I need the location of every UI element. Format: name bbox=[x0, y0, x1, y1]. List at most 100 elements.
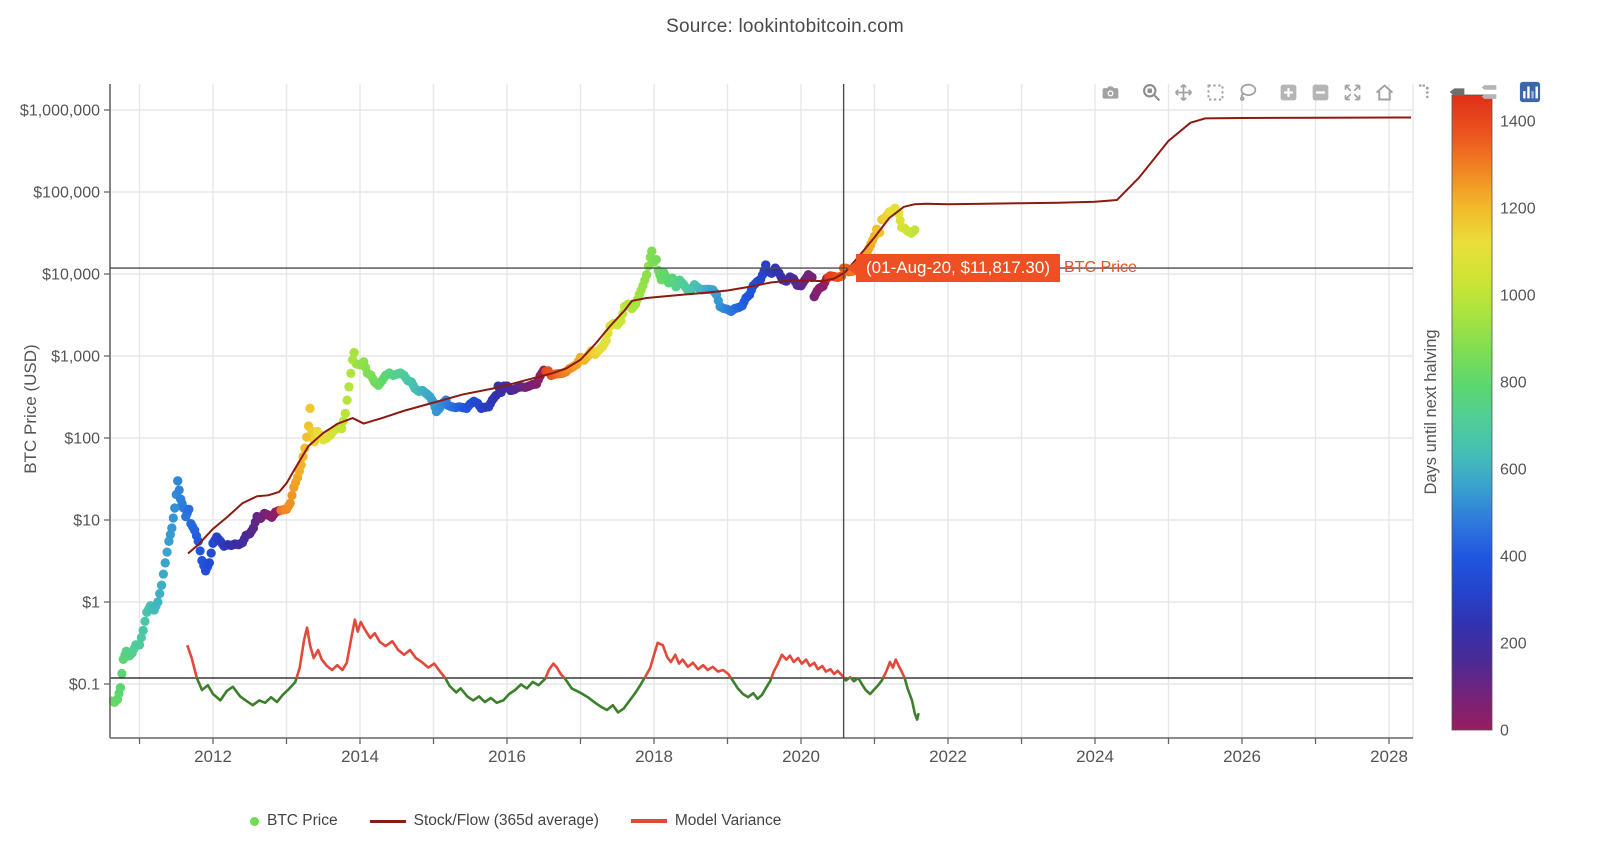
model-variance-negative bbox=[903, 677, 920, 721]
y-axis-title: BTC Price (USD) bbox=[21, 344, 40, 473]
btc-price-dot bbox=[287, 490, 297, 500]
hover-spike-lines bbox=[110, 84, 1413, 738]
btc-price-dot bbox=[174, 485, 184, 495]
pan-icon[interactable] bbox=[1171, 80, 1195, 104]
spikelines-icon[interactable] bbox=[1413, 80, 1437, 104]
plotly-logo-icon[interactable] bbox=[1518, 80, 1542, 104]
model-variance-negative bbox=[857, 677, 885, 696]
x-tick-label: 2018 bbox=[635, 747, 673, 766]
colorbar-tick-label: 1000 bbox=[1500, 288, 1536, 305]
btc-price-dot bbox=[895, 215, 905, 225]
stock-flow-line bbox=[187, 116, 1412, 555]
btc-price-dot bbox=[162, 547, 172, 557]
legend: BTC Price Stock/Flow (365d average) Mode… bbox=[250, 812, 813, 830]
legend-label: BTC Price bbox=[267, 812, 338, 829]
axes: $1,000,000 $100,000 $10,000 $1,000 $100 $10 $1… bbox=[20, 84, 1413, 766]
stock-flow-line-icon bbox=[369, 819, 406, 823]
btc-price-dot bbox=[156, 580, 167, 590]
colorbar-gradient bbox=[1451, 94, 1493, 731]
legend-label: Model Variance bbox=[674, 812, 782, 829]
legend-label: Stock/Flow (365d average) bbox=[413, 812, 599, 829]
btc-price-dot bbox=[158, 569, 168, 579]
btc-price-dot bbox=[647, 246, 657, 256]
btc-price-dot bbox=[117, 668, 127, 679]
y-tick-label: $100 bbox=[64, 431, 100, 448]
btc-price-dot bbox=[173, 476, 183, 486]
btc-price-dot bbox=[302, 432, 312, 442]
model-variance-line-icon bbox=[630, 819, 667, 823]
y-tick-label: $10,000 bbox=[42, 267, 100, 284]
autoscale-icon[interactable] bbox=[1340, 80, 1364, 104]
camera-icon[interactable] bbox=[1098, 80, 1122, 104]
btc-price-dot bbox=[337, 424, 347, 434]
tooltip-arrow bbox=[847, 261, 856, 275]
btc-price-dot bbox=[344, 382, 354, 392]
y-tick-label: $100,000 bbox=[33, 185, 100, 202]
legend-item-stock-flow[interactable]: Stock/Flow (365d average) bbox=[369, 812, 599, 830]
modebar bbox=[1094, 80, 1546, 104]
gridlines bbox=[110, 84, 1414, 738]
y-tick-label: $10 bbox=[73, 513, 100, 530]
model-variance-positive bbox=[295, 618, 447, 679]
colorbar-tick-label: 1200 bbox=[1500, 201, 1536, 218]
x-tick-label: 2012 bbox=[194, 747, 232, 766]
hover-compare-icon[interactable] bbox=[1477, 80, 1501, 104]
btc-price-dot bbox=[115, 683, 125, 693]
colorbar: 1400 1200 1000 800 600 400 200 0 bbox=[1451, 94, 1536, 740]
btc-price-dot bbox=[642, 270, 652, 280]
btc-price-dot bbox=[346, 368, 356, 378]
colorbar-title: Days until next halving bbox=[1422, 329, 1440, 494]
legend-item-model-variance[interactable]: Model Variance bbox=[630, 812, 782, 830]
hover-closest-icon[interactable] bbox=[1445, 80, 1469, 104]
btc-price-dot bbox=[651, 254, 661, 265]
btc-price-dot bbox=[305, 403, 315, 413]
btc-price-dot bbox=[195, 546, 205, 556]
btc-price-dot bbox=[894, 208, 904, 218]
y-tick-label: $1,000,000 bbox=[20, 103, 100, 120]
legend-item-btc-price[interactable]: BTC Price bbox=[250, 812, 338, 830]
y-tick-label: $1,000 bbox=[51, 349, 100, 366]
colorbar-tick-label: 200 bbox=[1500, 636, 1527, 653]
model-variance-negative bbox=[563, 677, 646, 714]
btc-price-dot bbox=[134, 640, 145, 650]
zoom-icon[interactable] bbox=[1139, 80, 1163, 104]
btc-price-dot bbox=[910, 225, 920, 235]
model-variance-positive bbox=[544, 662, 566, 679]
btc-price-dot bbox=[155, 589, 165, 599]
btc-price-dot bbox=[807, 272, 817, 282]
btc-price-dot bbox=[285, 498, 295, 508]
btc-price-dot bbox=[206, 548, 216, 558]
lasso-icon[interactable] bbox=[1235, 80, 1259, 104]
x-tick-label: 2026 bbox=[1223, 747, 1261, 766]
btc-price-dot bbox=[136, 633, 146, 643]
x-tick-label: 2022 bbox=[929, 747, 967, 766]
model-variance-positive bbox=[770, 653, 846, 679]
btc-price-dot bbox=[300, 443, 310, 453]
model-variance-negative bbox=[195, 677, 298, 707]
model-variance-negative bbox=[850, 676, 860, 683]
x-tick-label: 2020 bbox=[782, 747, 820, 766]
tooltip-text: (01-Aug-20, $11,817.30) bbox=[866, 258, 1050, 277]
x-tick-label: 2028 bbox=[1370, 747, 1408, 766]
model-variance-negative bbox=[444, 677, 547, 705]
model-variance-positive bbox=[186, 644, 199, 679]
btc-price-dot-icon bbox=[250, 816, 259, 826]
colorbar-tick-label: 0 bbox=[1500, 723, 1509, 740]
zoom-out-icon[interactable] bbox=[1308, 80, 1332, 104]
zoom-in-icon[interactable] bbox=[1276, 80, 1300, 104]
colorbar-tick-label: 1400 bbox=[1500, 114, 1536, 131]
btc-price-dot bbox=[601, 335, 611, 345]
btc-price-dot bbox=[349, 348, 359, 358]
btc-price-dot bbox=[153, 597, 163, 607]
home-icon[interactable] bbox=[1372, 80, 1396, 104]
chart-source-title: Source: lookintobitcoin.com bbox=[666, 16, 904, 37]
model-variance-negative bbox=[729, 677, 773, 701]
colorbar-tick-label: 400 bbox=[1500, 549, 1527, 566]
btc-price-dot bbox=[340, 408, 350, 418]
btc-price-dot bbox=[342, 395, 352, 405]
box-select-icon[interactable] bbox=[1203, 80, 1227, 104]
tooltip-series-label: BTC Price bbox=[1064, 259, 1137, 276]
btc-price-dot bbox=[204, 558, 214, 568]
